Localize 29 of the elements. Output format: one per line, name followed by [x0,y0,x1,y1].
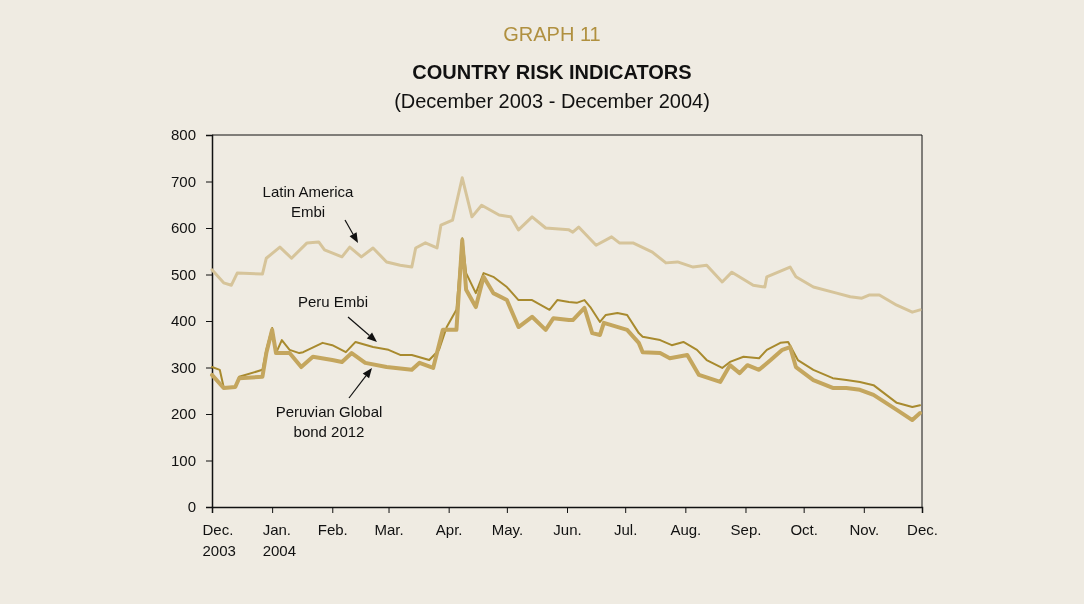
y-tick-label: 600 [170,219,196,237]
series-label: Peruvian Global bond 2012 [275,403,383,440]
x-tick-label: Apr. [435,521,463,538]
x-tick-label: Sep. [730,521,762,538]
y-tick-label: 400 [170,312,196,330]
line-series [210,176,922,314]
x-tick-label: Jan. 2004 [262,521,297,559]
y-tick-label: 500 [170,265,196,283]
x-tick-label: Dec. [907,521,938,538]
text: (December 2003 - December 2004) [394,90,710,112]
chart-title: GRAPH 11 [503,23,601,45]
y-tick-label: 200 [170,405,196,423]
series-label: Latin America Embi [262,183,355,220]
y-tick-label: 700 [170,172,196,190]
y-tick-label: 100 [170,451,196,469]
text: Peru Embi [297,293,369,310]
x-tick-label: Jun. [553,521,582,538]
y-tick-label: 0 [187,498,196,516]
x-tick-label: Oct. [790,521,818,538]
x-tick-label: Nov. [849,521,880,538]
x-tick-label: Aug. [670,521,702,538]
x-tick-label: May. [491,521,524,538]
x-tick-label: Dec. 2003 [202,521,236,559]
x-tick-label: Mar. [374,521,404,538]
chart-subtitle: COUNTRY RISK INDICATORS [412,61,692,83]
x-tick-label: Jul. [614,521,638,538]
x-tick-label: Feb. [317,521,348,538]
y-tick-label: 800 [170,126,196,144]
y-tick-label: 300 [170,358,196,376]
